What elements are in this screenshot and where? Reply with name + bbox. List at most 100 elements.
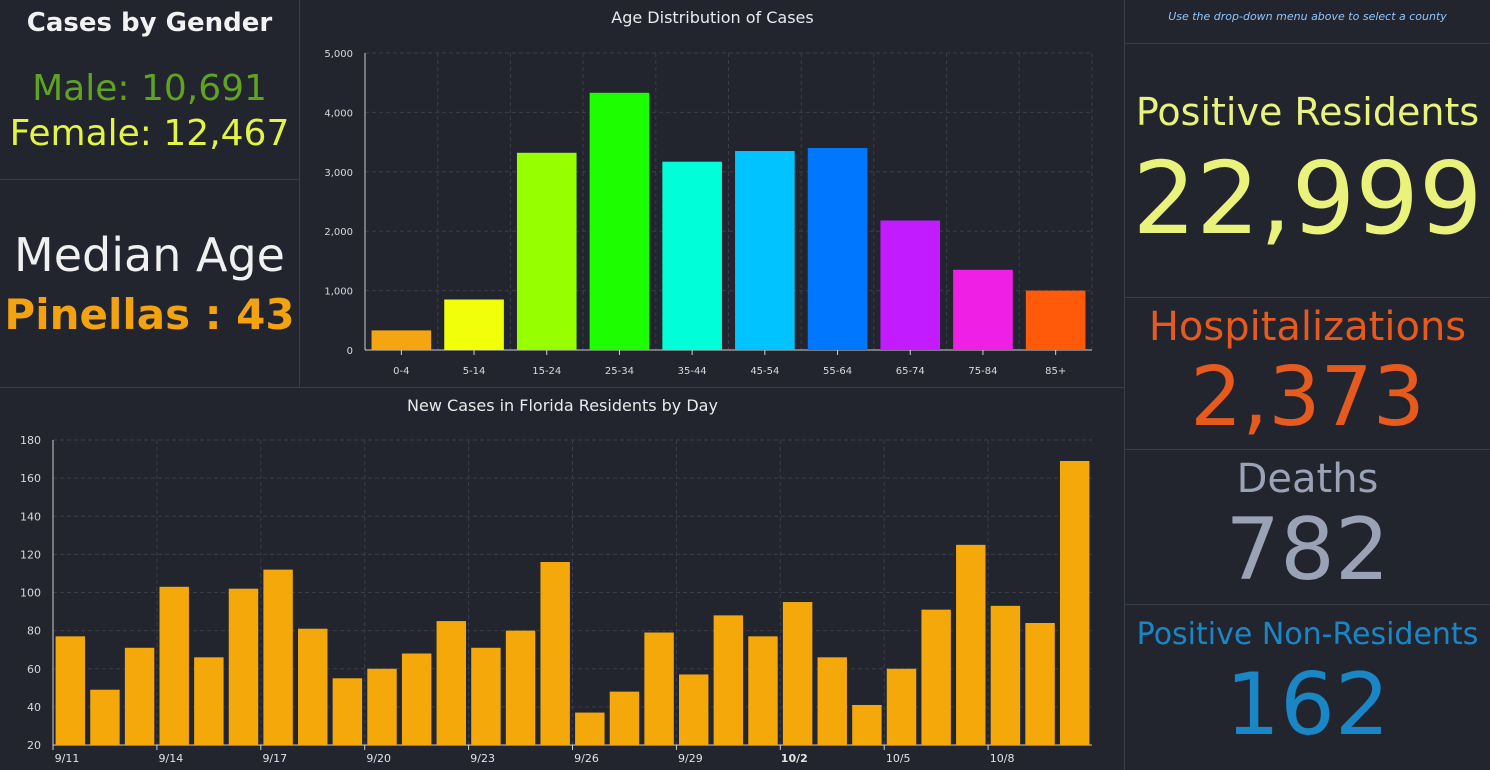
age-bar [807,148,868,350]
age-chart-title: Age Distribution of Cases [611,8,814,27]
age-x-tick-label: 0-4 [393,366,409,377]
positive-residents-panel: Positive Residents 22,999 [1125,44,1490,298]
daily-bar [956,544,986,745]
non-residents-label: Positive Non-Residents [1136,617,1479,652]
daily-x-tick-label: 9/23 [470,752,495,765]
age-x-tick-label: 25-34 [605,366,634,377]
age-distribution-chart: 0 1,000 2,000 3,000 4,000 5,000 0-4 5-14 15-24 25… [324,49,1093,377]
daily-y-tick-label: 100 [20,587,41,600]
hospitalizations-value: 2,373 [1190,350,1425,445]
daily-x-tick-label: 9/14 [159,752,184,765]
county-note-panel: Use the drop-down menu above to select a… [1125,0,1490,44]
daily-bar [436,621,467,745]
daily-bar [540,562,570,745]
daily-bar [678,674,709,745]
age-y-tick-label: 3,000 [324,168,353,179]
daily-bar [263,569,293,745]
daily-bar [401,653,432,745]
age-bar [735,151,795,350]
positive-residents-value: 22,999 [1132,140,1483,257]
daily-chart-title: New Cases in Florida Residents by Day [407,396,718,415]
age-bar [589,92,650,350]
age-y-tick-label: 5,000 [324,49,353,60]
daily-bar [886,668,917,745]
daily-x-tick-label: 9/29 [678,752,703,765]
age-y-tick-label: 2,000 [324,227,353,238]
daily-y-tick-label: 20 [27,739,41,752]
age-x-tick-label: 75-84 [968,366,997,377]
median-age-label: Median Age [14,228,285,282]
age-bar [444,299,504,350]
age-bar [1025,290,1086,350]
female-count: Female: 12,467 [9,113,290,154]
non-residents-value: 162 [1225,655,1390,755]
daily-bar [505,630,536,745]
daily-bar [471,647,501,745]
age-x-tick-label: 35-44 [678,366,707,377]
daily-bar [990,605,1021,745]
column-divider [1124,0,1125,770]
male-count: Male: 10,691 [32,68,267,109]
daily-x-tick-label: 10/8 [990,752,1015,765]
median-age-value: Pinellas : 43 [4,290,295,339]
daily-bar [921,609,951,745]
age-bar [516,152,577,350]
daily-y-tick-label: 160 [20,472,41,485]
daily-x-tick-label: 9/26 [574,752,599,765]
daily-cases-panel: New Cases in Florida Residents by Day 20… [0,388,1125,770]
daily-bar [55,636,86,745]
hospitalizations-panel: Hospitalizations 2,373 [1125,298,1490,450]
daily-bar [124,647,155,745]
daily-bar [332,678,363,745]
age-bar [371,330,432,350]
daily-bar [644,632,674,745]
daily-y-tick-label: 40 [27,701,41,714]
daily-bar [609,691,640,745]
age-y-tick-label: 0 [347,346,353,357]
age-distribution-panel: Age Distribution of Cases 0 1,000 2,000 3,0… [300,0,1125,388]
daily-bar [194,657,224,745]
daily-x-tick-label: 10/5 [886,752,911,765]
daily-bar [852,704,882,745]
daily-bar [228,588,259,745]
deaths-label: Deaths [1236,456,1379,502]
non-residents-panel: Positive Non-Residents 162 [1125,605,1490,770]
daily-y-tick-label: 60 [27,663,41,676]
daily-cases-chart: 20 40 60 80 100 120 140 160 180 9/11 9/14 9/17 9/20 9… [20,434,1092,765]
age-x-tick-label: 65-74 [896,366,925,377]
deaths-panel: Deaths 782 [1125,450,1490,605]
age-x-tick-label: 55-64 [823,366,852,377]
age-x-tick-label: 5-14 [463,366,486,377]
gender-title: Cases by Gender [26,8,273,38]
daily-bar [298,628,328,745]
deaths-value: 782 [1225,500,1390,600]
daily-bar [782,602,813,745]
gender-panel: Cases by Gender Male: 10,691 Female: 12,… [0,0,300,180]
daily-y-tick-label: 180 [20,434,41,447]
daily-bar [1025,623,1055,745]
daily-x-tick-label: 9/11 [55,752,80,765]
age-bar [953,269,1013,350]
daily-bar [367,668,397,745]
daily-x-tick-label: 10/2 [781,752,808,765]
daily-y-tick-label: 80 [27,625,41,638]
daily-bar [748,636,778,745]
age-y-tick-label: 4,000 [324,108,353,119]
hospitalizations-label: Hospitalizations [1148,304,1467,350]
county-select-hint: Use the drop-down menu above to select a… [1168,10,1447,23]
daily-x-tick-label: 9/17 [262,752,287,765]
daily-bar [1059,460,1090,745]
daily-x-tick-label: 9/20 [366,752,391,765]
age-bar [880,220,941,350]
positive-residents-label: Positive Residents [1135,90,1480,134]
daily-y-tick-label: 120 [20,548,41,561]
daily-bar [575,712,605,745]
age-bar [662,161,722,350]
daily-bar [159,586,189,745]
daily-bar [817,657,847,745]
median-age-panel: Median Age Pinellas : 43 [0,180,300,388]
age-x-tick-label: 85+ [1045,366,1066,377]
daily-bar [713,615,744,745]
age-x-tick-label: 15-24 [532,366,561,377]
